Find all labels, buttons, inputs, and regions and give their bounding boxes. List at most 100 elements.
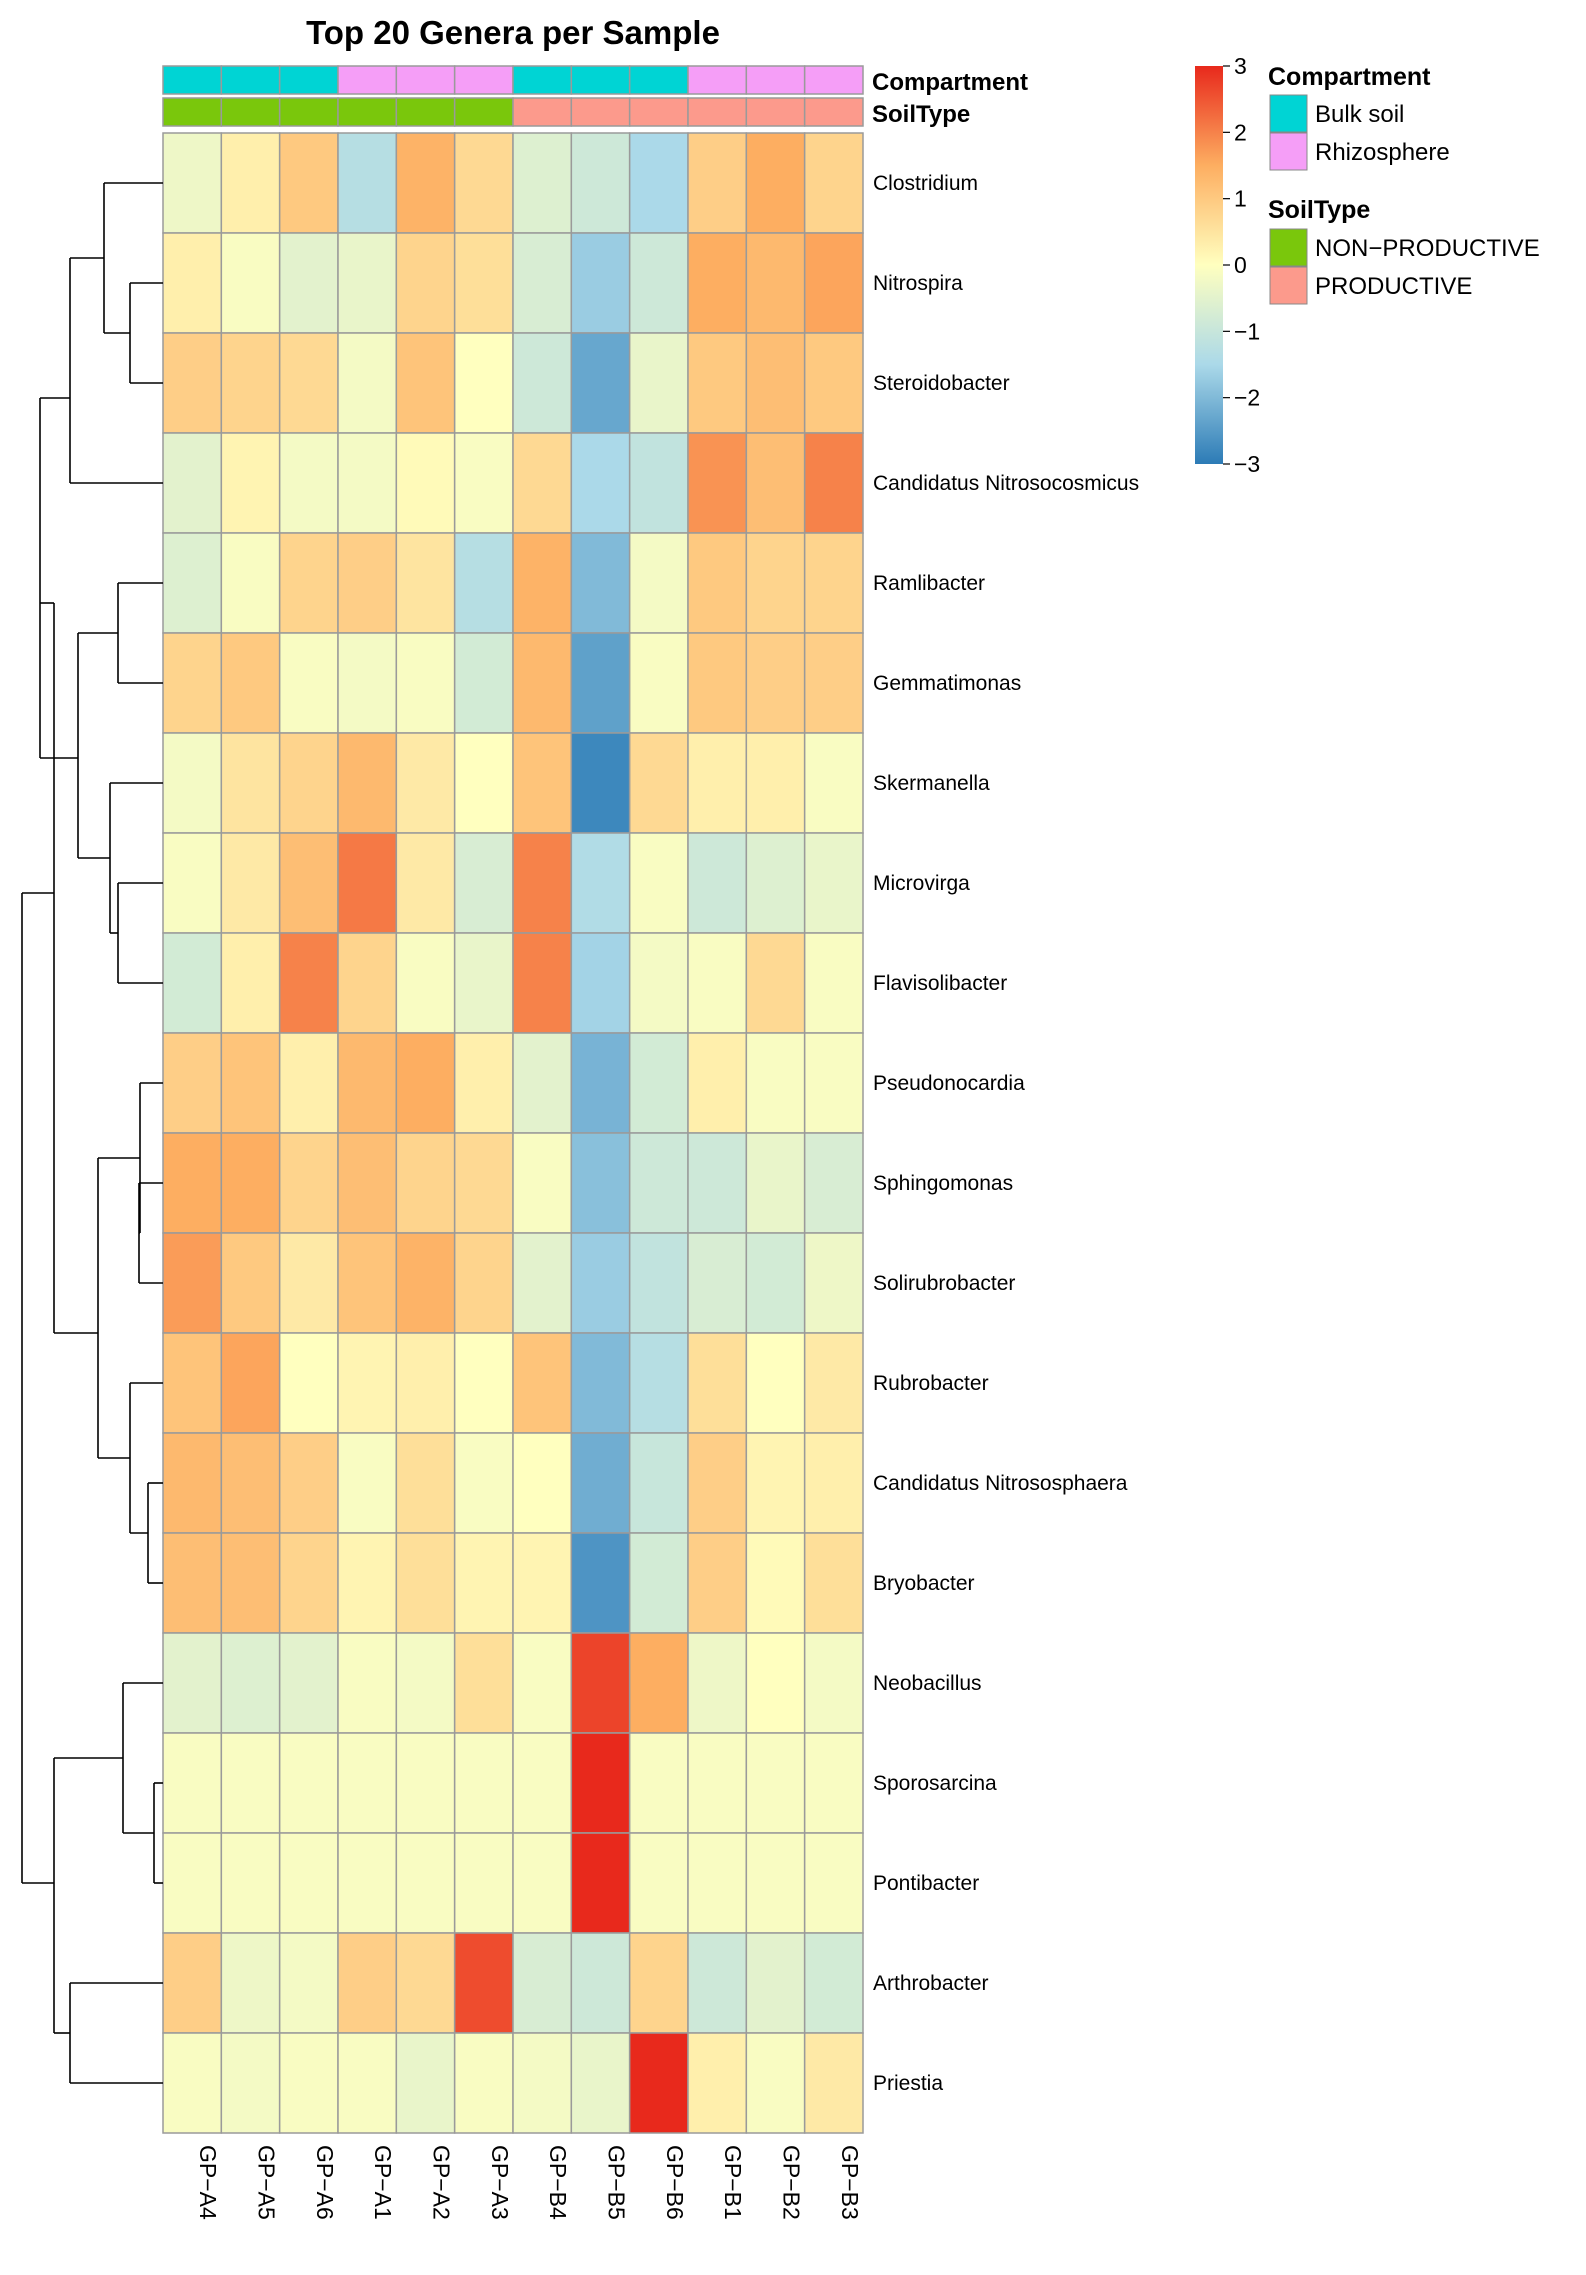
soiltype-cell-gp-a5 [220,97,281,127]
cell-nitrospira-gp-b4 [512,232,573,334]
cell-flavisolibacter-gp-b4 [512,932,573,1034]
cell-flavisolibacter-gp-a6 [278,932,339,1034]
cell-pseudonocardia-gp-a6 [278,1032,339,1134]
cell-pontibacter-gp-a5 [220,1832,281,1934]
cell-skermanella-gp-b5 [570,732,631,834]
cell-microvirga-gp-a3 [453,832,514,934]
cell-gemmatimonas-gp-a3 [453,632,514,734]
cell-nitrospira-gp-b2 [745,232,806,334]
cell-candidatus-nitrososphaera-gp-b2 [745,1432,806,1534]
scale-tick-label-4: −1 [1234,318,1260,344]
row-label-clostridium: Clostridium [873,172,978,195]
cell-candidatus-nitrososphaera-gp-b6 [628,1432,689,1534]
col-label-gp-b2: GP−B2 [779,2145,805,2220]
cell-priestia-gp-b5 [570,2032,631,2134]
cell-sphingomonas-gp-a1 [337,1132,398,1234]
soiltype-cell-gp-b4 [512,97,573,127]
cell-neobacillus-gp-b5 [570,1632,631,1734]
cell-pontibacter-gp-b3 [803,1832,864,1934]
cell-priestia-gp-b4 [512,2032,573,2134]
cell-priestia-gp-a2 [395,2032,456,2134]
cell-candidatus-nitrosocosmicus-gp-a4 [162,432,223,534]
cell-sporosarcina-gp-a1 [337,1732,398,1834]
cell-candidatus-nitrosocosmicus-gp-a5 [220,432,281,534]
cell-pontibacter-gp-a6 [278,1832,339,1934]
legend-swatch-bulk-soil [1269,94,1308,133]
legend-title-soiltype: SoilType [1268,196,1370,224]
cell-arthrobacter-gp-a6 [278,1932,339,2034]
cell-steroidobacter-gp-a4 [162,332,223,434]
cell-ramlibacter-gp-b1 [687,532,748,634]
cell-candidatus-nitrosocosmicus-gp-a6 [278,432,339,534]
cell-sporosarcina-gp-b2 [745,1732,806,1834]
compartment-cell-gp-b4 [512,65,573,95]
cell-skermanella-gp-a5 [220,732,281,834]
cell-rubrobacter-gp-b4 [512,1332,573,1434]
cell-sporosarcina-gp-a6 [278,1732,339,1834]
cell-flavisolibacter-gp-a1 [337,932,398,1034]
scale-tick-label-5: −2 [1234,385,1260,411]
cell-rubrobacter-gp-b6 [628,1332,689,1434]
cell-pontibacter-gp-b4 [512,1832,573,1934]
cell-bryobacter-gp-a6 [278,1532,339,1634]
scale-tick-label-0: 3 [1234,53,1247,79]
scale-tick-label-1: 2 [1234,119,1247,145]
cell-candidatus-nitrososphaera-gp-a6 [278,1432,339,1534]
cell-flavisolibacter-gp-a2 [395,932,456,1034]
soiltype-cell-gp-a1 [337,97,398,127]
cell-rubrobacter-gp-a1 [337,1332,398,1434]
cell-pseudonocardia-gp-a3 [453,1032,514,1134]
legend-label-non-productive: NON−PRODUCTIVE [1315,235,1540,262]
cell-bryobacter-gp-a2 [395,1532,456,1634]
soiltype-cell-gp-a6 [278,97,339,127]
cell-bryobacter-gp-b3 [803,1532,864,1634]
legend-label-rhizosphere: Rhizosphere [1315,139,1450,166]
cell-rubrobacter-gp-b1 [687,1332,748,1434]
cell-candidatus-nitrososphaera-gp-b5 [570,1432,631,1534]
legend-title-compartment: Compartment [1268,63,1431,91]
cell-candidatus-nitrososphaera-gp-a3 [453,1432,514,1534]
cell-nitrospira-gp-a2 [395,232,456,334]
cell-bryobacter-gp-b4 [512,1532,573,1634]
cell-sphingomonas-gp-b1 [687,1132,748,1234]
compartment-cell-gp-b1 [687,65,748,95]
scale-tick-label-3: 0 [1234,252,1247,278]
row-label-steroidobacter: Steroidobacter [873,372,1010,395]
cell-rubrobacter-gp-b3 [803,1332,864,1434]
cell-solirubrobacter-gp-a5 [220,1232,281,1334]
cell-pontibacter-gp-b6 [628,1832,689,1934]
soiltype-cell-gp-a3 [453,97,514,127]
cell-arthrobacter-gp-b1 [687,1932,748,2034]
cell-candidatus-nitrososphaera-gp-b1 [687,1432,748,1534]
cell-microvirga-gp-a2 [395,832,456,934]
cell-clostridium-gp-a6 [278,132,339,234]
cell-arthrobacter-gp-b3 [803,1932,864,2034]
cell-steroidobacter-gp-b3 [803,332,864,434]
row-label-rubrobacter: Rubrobacter [873,1372,989,1395]
cell-solirubrobacter-gp-b1 [687,1232,748,1334]
cell-pontibacter-gp-a4 [162,1832,223,1934]
cell-candidatus-nitrosocosmicus-gp-b1 [687,432,748,534]
cell-neobacillus-gp-b6 [628,1632,689,1734]
legend-swatch-productive [1269,266,1308,305]
col-label-gp-a5: GP−A5 [254,2145,280,2220]
soiltype-cell-gp-b3 [803,97,864,127]
compartment-cell-gp-b2 [745,65,806,95]
row-label-bryobacter: Bryobacter [873,1572,975,1595]
cell-nitrospira-gp-a3 [453,232,514,334]
cell-sphingomonas-gp-a3 [453,1132,514,1234]
cell-microvirga-gp-a4 [162,832,223,934]
cell-neobacillus-gp-a4 [162,1632,223,1734]
cell-bryobacter-gp-b6 [628,1532,689,1634]
cell-candidatus-nitrosocosmicus-gp-b4 [512,432,573,534]
cell-nitrospira-gp-b1 [687,232,748,334]
cell-pontibacter-gp-a1 [337,1832,398,1934]
cell-gemmatimonas-gp-a1 [337,632,398,734]
cell-pseudonocardia-gp-b1 [687,1032,748,1134]
col-label-gp-b3: GP−B3 [837,2145,863,2220]
cell-sphingomonas-gp-b2 [745,1132,806,1234]
cell-arthrobacter-gp-b2 [745,1932,806,2034]
col-label-gp-a4: GP−A4 [195,2145,221,2220]
cell-ramlibacter-gp-a2 [395,532,456,634]
cell-bryobacter-gp-a5 [220,1532,281,1634]
